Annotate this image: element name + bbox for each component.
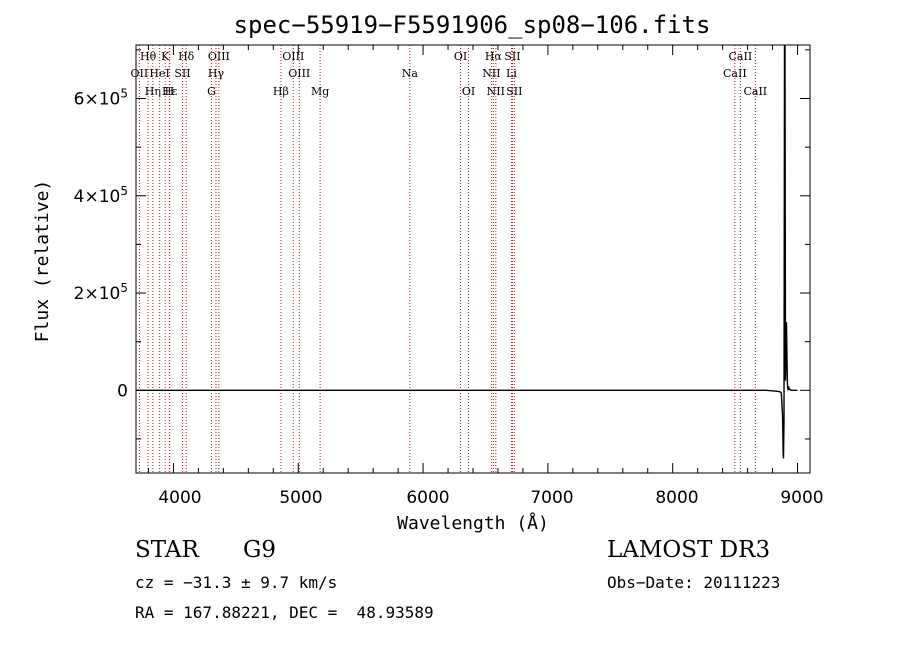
y-tick-label: 4×105 <box>74 184 128 207</box>
y-axis-label: Flux (relative) <box>32 180 53 343</box>
ra-dec: RA = 167.88221, DEC = 48.93589 <box>135 603 434 622</box>
spectral-line-label: Hγ <box>208 67 225 80</box>
x-tick-label: 4000 <box>158 488 201 508</box>
x-tick-label: 6000 <box>406 488 449 508</box>
spectral-line-label: K <box>161 50 170 63</box>
x-tick-label: 9000 <box>780 488 823 508</box>
spectral-line-label: Hη <box>145 85 161 98</box>
survey-name: LAMOST DR3 <box>607 537 771 563</box>
object-class: STAR <box>135 537 199 563</box>
spectral-line-label: Mg <box>311 85 329 98</box>
spectral-line-label: OIII <box>288 67 310 80</box>
spectral-line-label: SII <box>174 67 190 80</box>
spectral-line-label: CaII <box>723 67 747 80</box>
spectral-line-label: OI <box>454 50 467 63</box>
x-tick-label: 7000 <box>530 488 573 508</box>
y-tick-label: 6×105 <box>74 87 128 110</box>
object-subclass: G9 <box>243 537 277 563</box>
spectral-line-label: HeI <box>149 67 169 80</box>
spectral-line-label: SII <box>504 50 520 63</box>
spectral-line-label: H <box>165 85 175 98</box>
spectral-line-label: Hθ <box>140 50 157 63</box>
spectral-line-label: OIII <box>282 50 304 63</box>
flux-series-line <box>136 45 798 459</box>
chart-title: spec−55919−F5591906_sp08−106.fits <box>234 11 711 39</box>
y-tick-label: 2×105 <box>74 281 128 304</box>
spectral-line-label: Hε <box>162 85 178 98</box>
redshift-cz: cz = −31.3 ± 9.7 km/s <box>135 573 338 592</box>
y-axis: 0 2×105 4×105 6×105 <box>74 49 810 440</box>
plot-frame <box>135 44 811 474</box>
y-tick-label: 0 <box>117 381 128 401</box>
x-tick-label: 5000 <box>279 488 322 508</box>
spectral-line-label: OIII <box>208 50 230 63</box>
spectral-line-label: CaII <box>743 85 767 98</box>
spectral-line-label: OI <box>462 85 475 98</box>
x-axis: 4000 5000 6000 7000 8000 9000 <box>147 45 824 508</box>
spectral-line-label: OII <box>131 67 149 80</box>
spectral-lines-layer: Hθ OII Hη K HeI Hε SII H Hδ OIII Hγ G OIII OIII Hβ Mg Na… <box>131 45 767 473</box>
spectral-line-label: Na <box>402 67 419 80</box>
spectral-line-label: Hα <box>485 50 503 63</box>
spectral-line-label: CaII <box>729 50 753 63</box>
spectral-line-label: NII <box>487 85 505 98</box>
x-tick-label: 8000 <box>655 488 698 508</box>
spectral-line-label: NII <box>482 67 500 80</box>
series-layer <box>136 45 798 459</box>
x-axis-label: Wavelength (Å) <box>397 512 549 534</box>
obs-date: Obs−Date: 20111223 <box>607 573 781 592</box>
spectral-line-label: G <box>207 85 216 98</box>
spectral-line-label: Hδ <box>178 50 195 63</box>
spectral-line-label: Li <box>506 67 517 80</box>
spectral-line-label: SII <box>506 85 522 98</box>
spectral-line-label: Hβ <box>273 85 289 98</box>
